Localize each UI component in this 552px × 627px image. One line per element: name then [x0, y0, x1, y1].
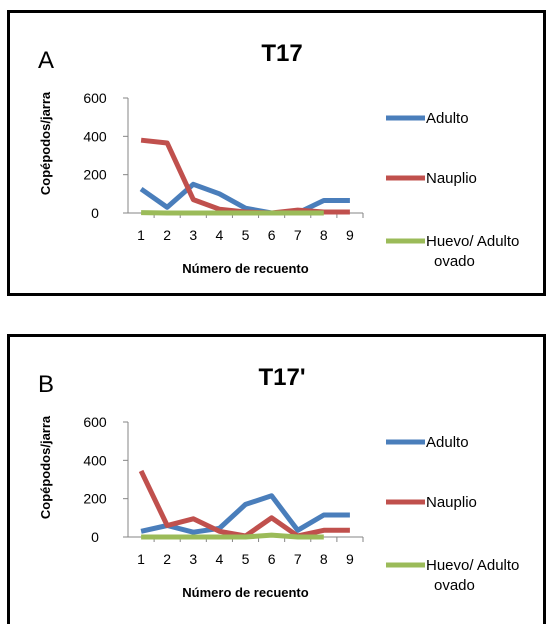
chart-title: T17': [258, 364, 305, 391]
legend-label-adulto: Adulto: [426, 434, 469, 451]
legend-label-huevo: ovado: [434, 577, 475, 594]
y-tick-label: 400: [83, 128, 107, 144]
y-tick-label: 400: [83, 452, 107, 468]
y-tick-label: 0: [91, 205, 99, 221]
x-tick-label: 1: [137, 551, 145, 567]
x-tick-label: 6: [268, 227, 276, 243]
x-tick-label: 8: [320, 551, 328, 567]
legend-label-huevo: Huevo/ Adulto: [426, 233, 519, 250]
legend-label-adulto: Adulto: [426, 110, 469, 127]
y-axis-title: Copépodos/jarra: [38, 415, 53, 519]
x-tick-label: 8: [320, 227, 328, 243]
x-axis-title: Número de recuento: [182, 585, 308, 600]
panel-letter: B: [38, 371, 54, 398]
series-line-adulto: [141, 184, 350, 213]
x-tick-label: 1: [137, 227, 145, 243]
y-axis-title: Copépodos/jarra: [38, 91, 53, 195]
legend-label-huevo: ovado: [434, 253, 475, 270]
y-tick-label: 0: [91, 529, 99, 545]
x-tick-label: 5: [242, 551, 250, 567]
x-tick-label: 7: [294, 227, 302, 243]
x-tick-label: 6: [268, 551, 276, 567]
y-tick-label: 600: [83, 414, 107, 430]
x-tick-label: 5: [242, 227, 250, 243]
x-tick-label: 4: [215, 227, 223, 243]
series-line-huevo: [141, 535, 324, 537]
x-axis-title: Número de recuento: [182, 261, 308, 276]
x-tick-label: 2: [163, 551, 171, 567]
y-tick-label: 200: [83, 167, 107, 183]
chart-b-svg: B T17' 0 200 400 600 1 2 3 4 5 6 7 8 9 Número de recuen…: [10, 337, 549, 627]
x-tick-label: 9: [346, 551, 354, 567]
y-tick-label: 200: [83, 491, 107, 507]
legend-label-huevo: Huevo/ Adulto: [426, 557, 519, 574]
chart-panel-a: A T17 0 200 400 600 1 2 3 4 5 6 7 8 9 Número de recuent…: [7, 10, 546, 296]
chart-a-svg: A T17 0 200 400 600 1 2 3 4 5 6 7 8 9 Número de recuent…: [10, 13, 549, 299]
x-tick-label: 2: [163, 227, 171, 243]
x-tick-label: 7: [294, 551, 302, 567]
x-tick-label: 9: [346, 227, 354, 243]
legend-label-nauplio: Nauplio: [426, 494, 477, 511]
y-tick-label: 600: [83, 90, 107, 106]
x-tick-label: 4: [215, 551, 223, 567]
x-tick-label: 3: [189, 227, 197, 243]
legend-label-nauplio: Nauplio: [426, 170, 477, 187]
x-tick-label: 3: [189, 551, 197, 567]
panel-letter: A: [38, 47, 54, 74]
chart-title: T17: [261, 40, 302, 67]
chart-panel-b: B T17' 0 200 400 600 1 2 3 4 5 6 7 8 9 Número de recuen…: [7, 334, 546, 624]
